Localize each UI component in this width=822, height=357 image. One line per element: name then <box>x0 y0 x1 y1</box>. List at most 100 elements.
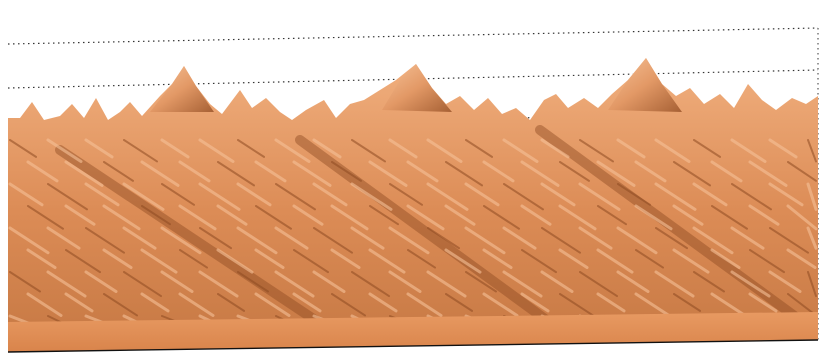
ridge-stroke <box>768 182 804 207</box>
ridge-stroke <box>768 138 798 159</box>
ridge-stroke <box>350 226 385 250</box>
ridge-stroke <box>444 204 476 226</box>
ridge-stroke <box>540 182 576 207</box>
surface-body <box>8 58 818 336</box>
ridge-stroke <box>693 271 725 293</box>
ridge-stroke <box>141 205 171 226</box>
ridge-stroke <box>710 292 747 317</box>
ridge-stroke <box>255 205 292 230</box>
ridge-stroke <box>198 182 241 211</box>
ridge-stroke <box>482 160 515 183</box>
ridge-stroke <box>596 160 636 187</box>
ridge-stroke <box>807 271 817 298</box>
ridge-stroke <box>768 270 802 293</box>
peak-highlights <box>150 58 682 112</box>
base-bottom-edge <box>7 339 819 353</box>
ridge-stroke <box>160 270 194 293</box>
ridge-stroke <box>216 204 248 226</box>
ridge-stroke <box>216 248 254 274</box>
ridge-stroke <box>103 161 134 182</box>
ridge-stroke <box>654 138 691 163</box>
ridge-stroke <box>731 183 772 211</box>
ridge-stroke <box>64 160 104 187</box>
ridge-stroke <box>445 293 473 312</box>
ridge-stroke <box>236 226 278 255</box>
ridge-stroke <box>654 270 695 298</box>
ridge-stroke <box>748 160 788 187</box>
ridge-stroke <box>388 270 422 293</box>
ridge-stroke <box>140 292 170 313</box>
ridge-stroke <box>26 292 63 317</box>
ridge-stroke <box>749 249 785 274</box>
ridge-stroke <box>254 292 291 317</box>
ridge-stroke <box>292 204 324 226</box>
ridge-stroke <box>806 226 818 250</box>
ridge-stroke <box>46 226 81 250</box>
ridge-stroke <box>64 204 96 226</box>
ridge-stroke <box>596 248 634 274</box>
ridge-stroke <box>559 293 594 317</box>
ridge-stroke <box>807 139 817 163</box>
ridge-stroke <box>616 138 646 159</box>
ridge-stroke <box>65 249 101 274</box>
bounding-box-top-line <box>7 27 819 45</box>
ridge-stroke <box>710 248 741 270</box>
ridge-stroke <box>312 270 346 293</box>
ridge-stroke <box>464 182 500 207</box>
ridge-stroke <box>692 226 734 255</box>
ridge-stroke <box>464 226 506 255</box>
peak-right <box>608 58 682 112</box>
ridge-stroke <box>558 248 589 270</box>
ridge-stroke <box>540 270 574 293</box>
ridge-stroke <box>85 227 125 254</box>
ridge-stroke <box>122 182 165 211</box>
ridge-stroke <box>672 248 710 274</box>
ridge-stroke <box>406 160 439 183</box>
ridge-stroke <box>673 293 701 312</box>
ridge-stroke <box>388 138 418 159</box>
ridge-stroke <box>217 293 245 312</box>
ridge-stroke <box>123 271 162 298</box>
ridge-stroke <box>84 138 114 159</box>
ridge-stroke <box>368 160 408 187</box>
valley-band-1 <box>55 145 335 335</box>
ridge-stroke <box>64 292 94 313</box>
ridge-stroke <box>312 182 348 207</box>
ridge-stroke <box>655 227 688 250</box>
ridge-stroke <box>103 293 138 317</box>
ridge-stroke <box>199 227 232 250</box>
ridge-stroke <box>520 292 550 313</box>
ridge-stroke <box>465 271 497 293</box>
ridge-stroke <box>483 205 520 230</box>
ridge-stroke <box>292 292 322 313</box>
ridge-stroke <box>274 138 311 163</box>
ridge-stroke <box>350 182 393 211</box>
ridge-stroke <box>330 204 369 231</box>
ridge-stroke <box>693 139 721 158</box>
ridge-stroke <box>178 160 211 183</box>
ridge-stroke <box>692 182 728 207</box>
ridge-stroke <box>445 161 483 187</box>
ridge-stroke <box>237 139 265 158</box>
ridge-stroke <box>26 248 57 270</box>
ridge-stroke <box>503 183 544 211</box>
ridge-stroke <box>389 183 423 206</box>
ridge-stroke <box>368 248 406 274</box>
surface-base-slab <box>8 312 818 352</box>
ridge-stroke <box>407 249 436 269</box>
ridge-stroke <box>502 270 543 298</box>
ridge-stroke <box>730 138 767 163</box>
ridge-stroke <box>730 270 771 298</box>
ridge-stroke <box>236 182 272 207</box>
ridge-stroke <box>8 226 50 255</box>
ridge-stroke <box>160 226 202 255</box>
ridge-stroke <box>541 227 581 254</box>
ridge-stroke <box>616 270 650 293</box>
ridge-stroke <box>198 270 239 298</box>
ridge-stroke <box>8 182 44 207</box>
ridge-stroke <box>9 271 41 293</box>
ridge-bands <box>8 125 818 335</box>
ridge-stroke <box>520 204 552 226</box>
